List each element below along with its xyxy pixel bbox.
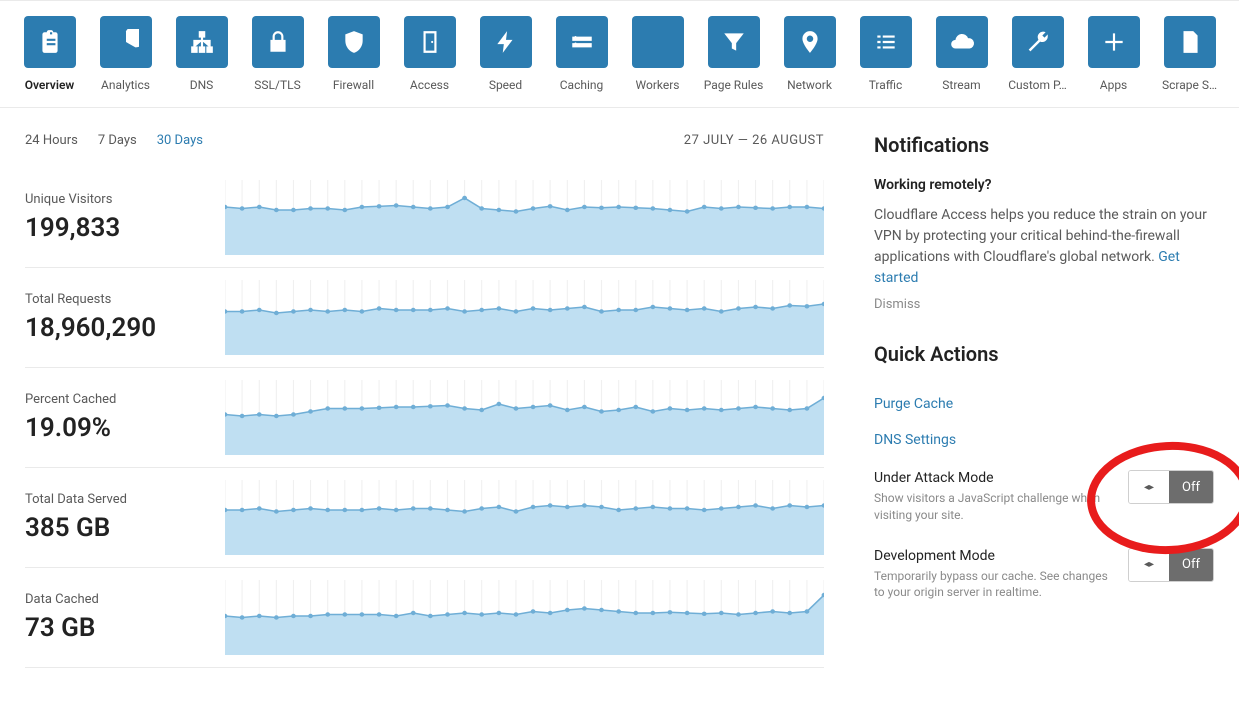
nav-label: Network	[787, 78, 832, 92]
nav-overview[interactable]: Overview	[18, 16, 81, 92]
nav-caching[interactable]: Caching	[550, 16, 613, 92]
plus-icon	[1088, 16, 1140, 68]
under-attack-toggle[interactable]: ◂▸ Off	[1128, 470, 1214, 504]
stat-label: Unique Visitors	[25, 192, 205, 207]
nav-access[interactable]: Access	[398, 16, 461, 92]
nav-label: Scrape S…	[1162, 78, 1217, 92]
nav-label: Speed	[489, 78, 522, 92]
stat-value: 18,960,290	[25, 313, 205, 343]
nav-label: Page Rules	[704, 78, 764, 92]
funnel-icon	[708, 16, 760, 68]
nav-ssl[interactable]: SSL/TLS	[246, 16, 309, 92]
sitemap-icon	[176, 16, 228, 68]
sparkline-chart	[225, 280, 824, 355]
date-range: 27 JULY — 26 AUGUST	[684, 133, 824, 148]
notifications-heading: Notifications	[874, 133, 1214, 157]
qa-desc: Show visitors a JavaScript challenge whe…	[874, 490, 1113, 524]
nav-label: Workers	[636, 78, 680, 92]
toggle-state: Off	[1169, 471, 1213, 503]
qa-label: Under Attack Mode	[874, 470, 1113, 486]
bolt-icon	[480, 16, 532, 68]
drive-icon	[556, 16, 608, 68]
notification-title: Working remotely?	[874, 177, 1214, 193]
wrench-icon	[1012, 16, 1064, 68]
shield-icon	[328, 16, 380, 68]
stat-label: Percent Cached	[25, 392, 205, 407]
nav-custom[interactable]: Custom P…	[1006, 16, 1069, 92]
sparkline-chart	[225, 480, 824, 555]
sparkline-chart	[225, 580, 824, 655]
nav-label: SSL/TLS	[254, 78, 300, 92]
stat-row-datacached: Data Cached 73 GB	[25, 568, 824, 668]
qa-desc: Temporarily bypass our cache. See change…	[874, 568, 1113, 602]
stat-label: Data Cached	[25, 592, 205, 607]
stat-value: 19.09%	[25, 413, 205, 443]
nav-workers[interactable]: Workers	[626, 16, 689, 92]
nav-traffic[interactable]: Traffic	[854, 16, 917, 92]
range-tab-24-hours[interactable]: 24 Hours	[25, 133, 78, 148]
range-tab-7-days[interactable]: 7 Days	[98, 133, 137, 148]
nav-network[interactable]: Network	[778, 16, 841, 92]
pin-icon	[784, 16, 836, 68]
nav-label: Traffic	[869, 78, 903, 92]
nav-label: Caching	[560, 78, 604, 92]
dismiss-link[interactable]: Dismiss	[874, 297, 1214, 312]
nav-apps[interactable]: Apps	[1082, 16, 1145, 92]
sparkline-chart	[225, 380, 824, 455]
toggle-state: Off	[1169, 549, 1213, 581]
stat-row-served: Total Data Served 385 GB	[25, 468, 824, 568]
qa-row-dev-mode: Development Mode Temporarily bypass our …	[874, 536, 1214, 614]
stats-header: 24 Hours 7 Days 30 Days 27 JULY — 26 AUGUS…	[25, 133, 824, 148]
stat-value: 385 GB	[25, 513, 205, 543]
doc-icon	[1164, 16, 1216, 68]
nav-label: Firewall	[333, 78, 374, 92]
nav-pagerules[interactable]: Page Rules	[702, 16, 765, 92]
clipboard-icon	[24, 16, 76, 68]
list-icon	[860, 16, 912, 68]
nav-dns[interactable]: DNS	[170, 16, 233, 92]
nav-label: Overview	[25, 78, 75, 92]
top-nav: Overview Analytics DNS SSL/TLS Firewall Acces…	[0, 0, 1239, 108]
stat-row-cached: Percent Cached 19.09%	[25, 368, 824, 468]
toggle-arrows-icon: ◂▸	[1129, 549, 1169, 581]
stat-row-unique: Unique Visitors 199,833	[25, 168, 824, 268]
purge-cache-link[interactable]: Purge Cache	[874, 386, 1214, 422]
nav-label: DNS	[190, 78, 214, 92]
nav-label: Analytics	[101, 78, 150, 92]
stat-label: Total Requests	[25, 292, 205, 307]
door-icon	[404, 16, 456, 68]
stat-row-requests: Total Requests 18,960,290	[25, 268, 824, 368]
nav-speed[interactable]: Speed	[474, 16, 537, 92]
lock-icon	[252, 16, 304, 68]
range-tab-30-days[interactable]: 30 Days	[157, 133, 203, 148]
nav-analytics[interactable]: Analytics	[94, 16, 157, 92]
qa-row-under-attack: Under Attack Mode Show visitors a JavaSc…	[874, 458, 1214, 536]
nav-label: Stream	[942, 78, 980, 92]
toggle-arrows-icon: ◂▸	[1129, 471, 1169, 503]
stat-label: Total Data Served	[25, 492, 205, 507]
pie-icon	[100, 16, 152, 68]
nav-label: Custom P…	[1008, 78, 1066, 92]
time-range-tabs: 24 Hours 7 Days 30 Days	[25, 133, 203, 148]
nav-firewall[interactable]: Firewall	[322, 16, 385, 92]
qa-label: Development Mode	[874, 548, 1113, 564]
stat-value: 199,833	[25, 213, 205, 243]
nav-stream[interactable]: Stream	[930, 16, 993, 92]
dev-mode-toggle[interactable]: ◂▸ Off	[1128, 548, 1214, 582]
workers-icon	[632, 16, 684, 68]
quick-actions-heading: Quick Actions	[874, 342, 1214, 366]
nav-label: Access	[410, 78, 449, 92]
dns-settings-link[interactable]: DNS Settings	[874, 422, 1214, 458]
stat-value: 73 GB	[25, 613, 205, 643]
nav-label: Apps	[1100, 78, 1128, 92]
cloud-icon	[936, 16, 988, 68]
sparkline-chart	[225, 180, 824, 255]
notification-body: Cloudflare Access helps you reduce the s…	[874, 205, 1214, 289]
nav-scrape[interactable]: Scrape S…	[1158, 16, 1221, 92]
